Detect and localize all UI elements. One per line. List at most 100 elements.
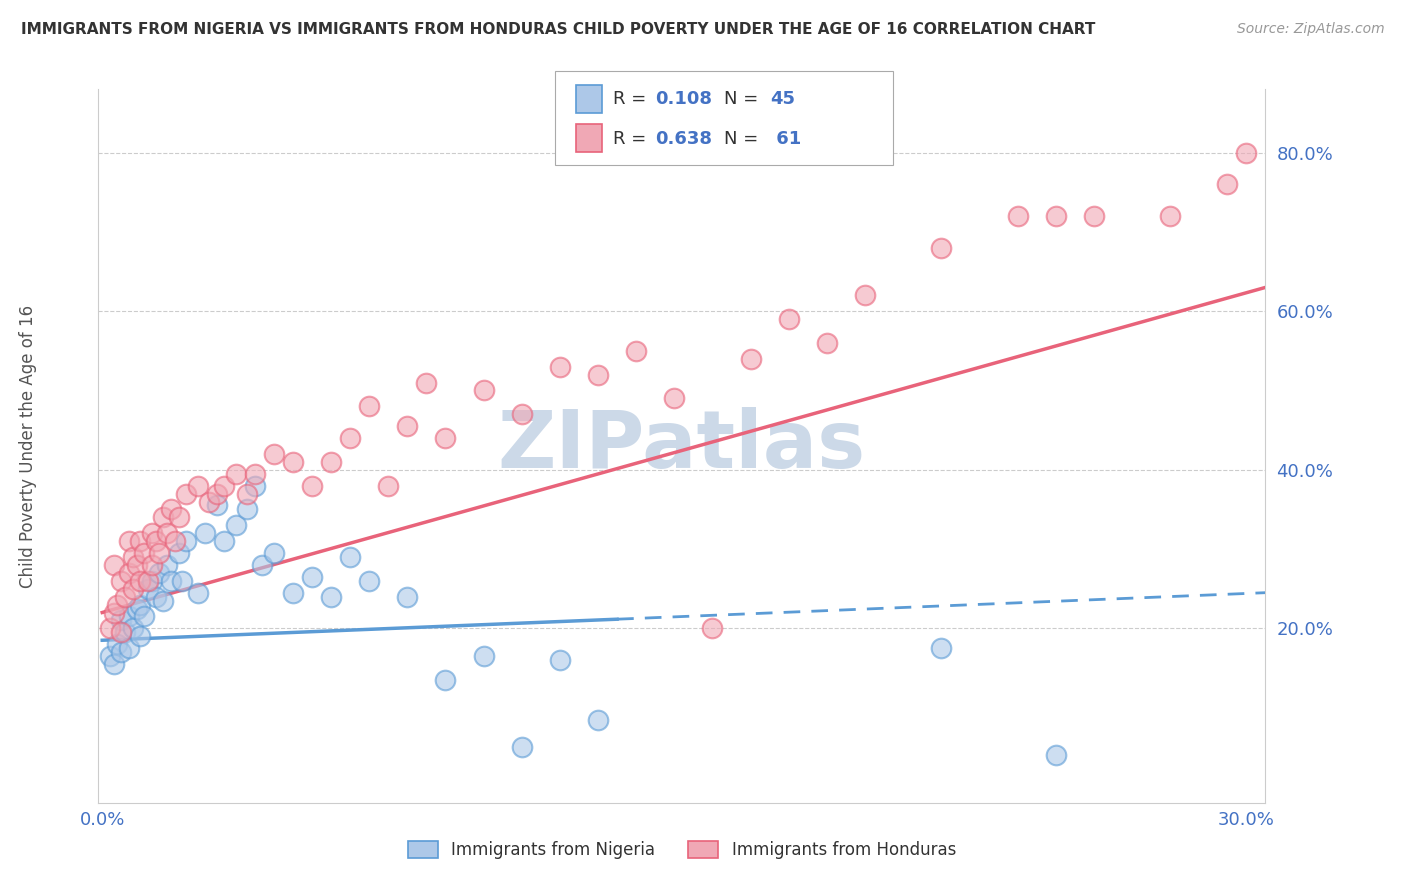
Text: ZIPatlas: ZIPatlas [498,407,866,485]
Point [167,510,190,524]
Point [1045,209,1067,223]
Point [121,621,143,635]
Point [114,590,136,604]
Point [125,558,148,572]
Point [134,546,156,560]
Point [243,467,266,481]
Point [125,601,148,615]
Point [118,609,141,624]
Text: IMMIGRANTS FROM NIGERIA VS IMMIGRANTS FROM HONDURAS CHILD POVERTY UNDER THE AGE : IMMIGRANTS FROM NIGERIA VS IMMIGRANTS FR… [21,22,1095,37]
Point [548,653,571,667]
Point [110,625,132,640]
Point [118,641,141,656]
Point [156,526,179,541]
Point [103,558,125,572]
Point [148,546,170,560]
Point [377,478,399,492]
Point [214,478,236,492]
Point [472,384,495,398]
Point [301,570,323,584]
Point [510,740,533,755]
Point [110,614,132,628]
Point [1083,209,1105,223]
Point [1234,145,1257,160]
Point [187,478,209,492]
Point [548,359,571,374]
Point [160,502,183,516]
Point [187,585,209,599]
Point [1007,209,1029,223]
Point [225,518,247,533]
Text: 0.108: 0.108 [655,90,713,108]
Point [114,625,136,640]
Point [1216,178,1239,192]
Point [110,574,132,588]
Point [129,598,152,612]
Point [434,431,457,445]
Point [702,621,724,635]
Point [236,486,259,500]
Point [664,392,686,406]
Point [141,558,163,572]
Point [319,455,342,469]
Point [740,351,762,366]
Point [339,549,361,564]
Point [129,534,152,549]
Point [929,641,952,656]
Point [110,645,132,659]
Point [929,241,952,255]
Point [198,494,221,508]
Point [281,455,304,469]
Point [163,534,186,549]
Point [339,431,361,445]
Point [141,574,163,588]
Text: R =: R = [613,90,652,108]
Point [98,649,121,664]
Point [624,343,647,358]
Point [236,502,259,516]
Text: 0.638: 0.638 [655,130,713,148]
Point [359,574,381,588]
Point [121,549,143,564]
Point [472,649,495,664]
Point [281,585,304,599]
Point [263,546,285,560]
Point [160,574,183,588]
Text: Source: ZipAtlas.com: Source: ZipAtlas.com [1237,22,1385,37]
Point [141,526,163,541]
Legend: Immigrants from Nigeria, Immigrants from Honduras: Immigrants from Nigeria, Immigrants from… [401,834,963,866]
Point [415,376,437,390]
Point [152,593,174,607]
Point [107,637,129,651]
Point [167,546,190,560]
Point [510,407,533,421]
Point [98,621,121,635]
Point [134,609,156,624]
Text: 61: 61 [770,130,801,148]
Point [815,335,838,350]
Point [145,534,167,549]
Point [434,673,457,687]
Point [205,499,228,513]
Point [359,400,381,414]
Point [107,598,129,612]
Point [136,582,159,596]
Text: 45: 45 [770,90,796,108]
Point [129,629,152,643]
Point [118,534,141,549]
Point [172,574,194,588]
Point [586,713,609,727]
Point [129,574,152,588]
Point [1159,209,1181,223]
Point [225,467,247,481]
Point [148,566,170,580]
Point [194,526,217,541]
Point [586,368,609,382]
Point [396,590,419,604]
Point [319,590,342,604]
Point [1045,748,1067,763]
Point [174,486,197,500]
Point [263,447,285,461]
Point [156,558,179,572]
Text: N =: N = [724,130,763,148]
